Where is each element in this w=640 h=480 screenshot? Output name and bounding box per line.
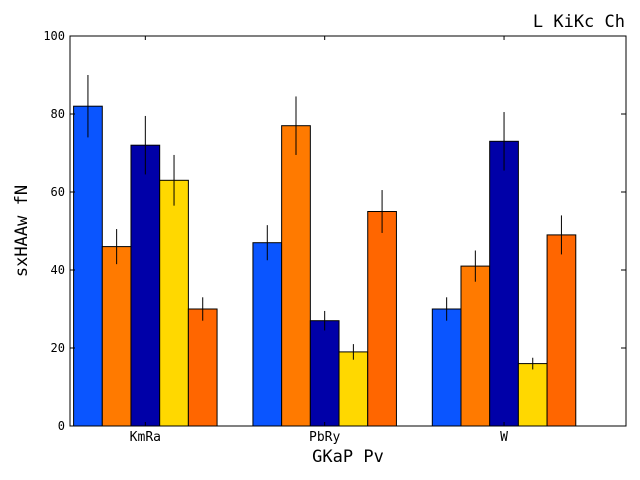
bar-PbRy-series-3 xyxy=(309,320,340,427)
bar-KmRa-series-3 xyxy=(130,144,161,427)
bar-PbRy-series-2 xyxy=(281,125,311,427)
bar-PbRy-series-4 xyxy=(338,351,369,427)
bar-W-series-5 xyxy=(546,234,577,427)
y-tick-label: 60 xyxy=(51,185,65,199)
x-tick-label: W xyxy=(500,430,508,445)
bar-KmRa-series-1 xyxy=(73,105,103,427)
bar-W-series-2 xyxy=(460,265,491,427)
y-tick-label: 100 xyxy=(43,29,65,43)
x-axis-label: GKaP Pv xyxy=(312,447,384,467)
chart-title: L KiKc Ch xyxy=(533,12,625,32)
bars-group xyxy=(73,105,577,427)
x-axis-ticks: KmRa PbRy W xyxy=(130,36,508,445)
bar-PbRy-series-1 xyxy=(252,242,283,427)
x-tick-label: KmRa xyxy=(130,430,161,445)
bar-W-series-1 xyxy=(431,308,462,427)
x-tick-label: PbRy xyxy=(309,430,340,445)
y-tick-label: 40 xyxy=(51,263,65,277)
error-bars-group xyxy=(87,75,562,370)
bar-W-series-3 xyxy=(489,140,519,427)
y-tick-label: 80 xyxy=(51,107,65,121)
bar-PbRy-series-5 xyxy=(367,211,397,427)
plot-frame xyxy=(69,35,627,427)
y-tick-label: 0 xyxy=(58,419,65,433)
bar-KmRa-series-5 xyxy=(187,308,218,427)
bar-W-series-4 xyxy=(517,363,548,427)
bar-KmRa-series-2 xyxy=(101,246,132,427)
y-tick-label: 20 xyxy=(51,341,65,355)
bar-KmRa-series-4 xyxy=(159,179,189,427)
y-axis-label: sxHAAw fN xyxy=(12,185,32,277)
y-axis-ticks: 0 20 40 60 80 100 xyxy=(43,29,626,433)
